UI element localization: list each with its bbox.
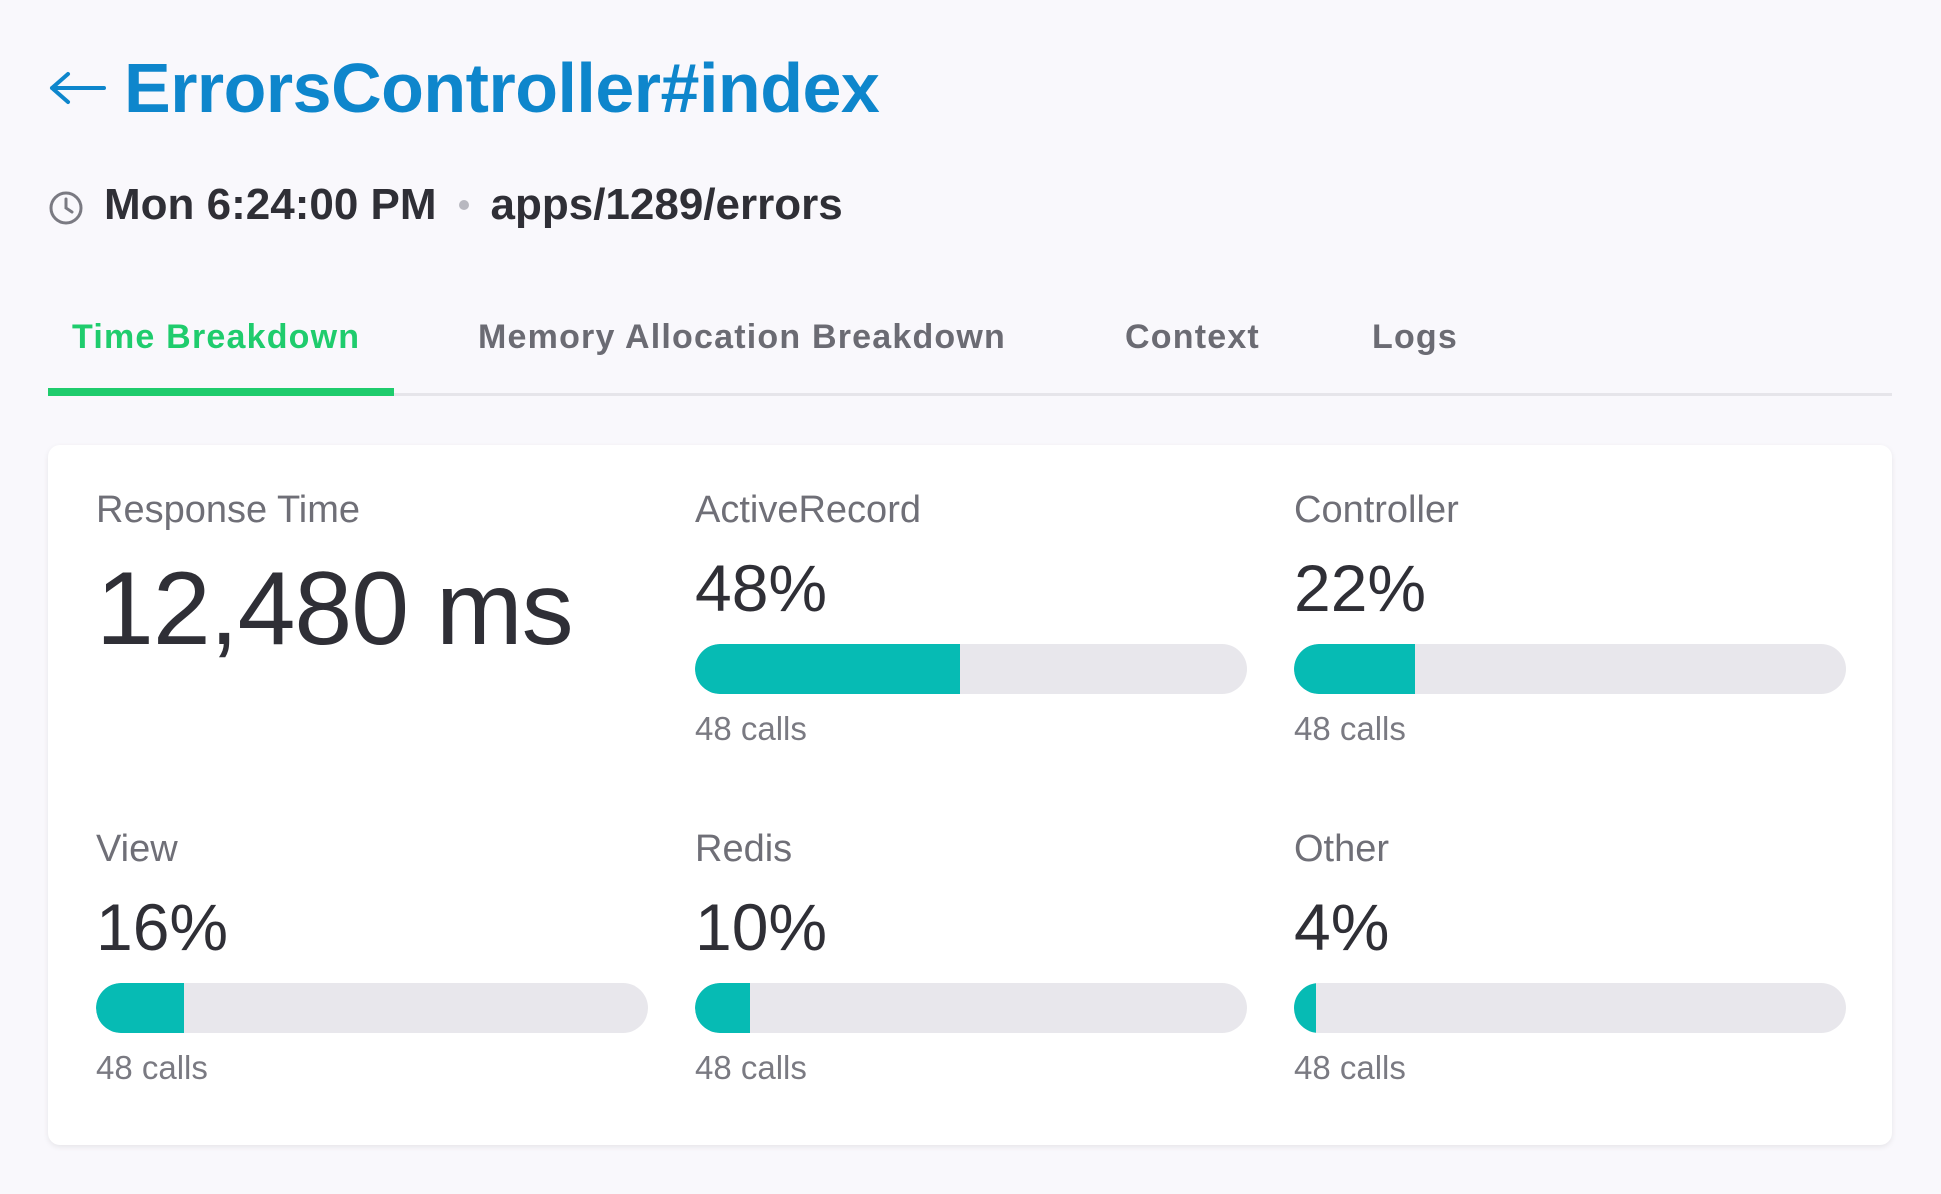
tab-bar: Time Breakdown Memory Allocation Breakdo…: [48, 310, 1892, 396]
metric-label: View: [96, 828, 178, 870]
metric-percent: 22%: [1294, 551, 1427, 625]
tab-logs[interactable]: Logs: [1372, 318, 1459, 356]
tab-context[interactable]: Context: [1125, 318, 1260, 356]
metric-label: ActiveRecord: [695, 489, 921, 531]
metric-calls: 48 calls: [695, 710, 807, 747]
time-breakdown-card: Response Time 12,480 ms ActiveRecord 48%…: [48, 445, 1892, 1145]
request-timestamp: Mon 6:24:00 PM: [104, 180, 437, 229]
tab-time-breakdown[interactable]: Time Breakdown: [72, 318, 361, 356]
metric-view: View 16% 48 calls: [96, 828, 648, 1087]
progress-bar-fill: [1294, 644, 1416, 694]
response-time-metric: Response Time 12,480 ms: [96, 489, 648, 669]
response-time-label: Response Time: [96, 489, 361, 531]
progress-bar: [1294, 644, 1846, 694]
request-path: apps/1289/errors: [490, 180, 843, 229]
tab-memory-allocation-breakdown[interactable]: Memory Allocation Breakdown: [478, 318, 1007, 356]
progress-bar: [695, 983, 1247, 1033]
clock-icon: [48, 187, 84, 225]
metric-label: Other: [1294, 828, 1390, 870]
metric-controller: Controller 22% 48 calls: [1294, 489, 1846, 748]
metric-label: Controller: [1294, 489, 1459, 531]
metric-other: Other 4% 48 calls: [1294, 828, 1846, 1087]
progress-bar-fill: [695, 644, 960, 694]
page-header: ErrorsController#index: [48, 48, 880, 128]
metric-percent: 10%: [695, 890, 828, 964]
metric-activerecord: ActiveRecord 48% 48 calls: [695, 489, 1247, 748]
metric-label: Redis: [695, 828, 793, 870]
metric-calls: 48 calls: [695, 1049, 807, 1086]
page-title: ErrorsController#index: [124, 49, 880, 127]
progress-bar: [1294, 983, 1846, 1033]
separator-dot: [458, 200, 469, 210]
metric-calls: 48 calls: [1294, 710, 1406, 747]
arrow-left-icon[interactable]: [48, 58, 108, 118]
progress-bar-fill: [1294, 983, 1317, 1033]
response-time-value: 12,480 ms: [96, 551, 574, 667]
metric-percent: 4%: [1294, 890, 1390, 964]
request-meta: Mon 6:24:00 PM apps/1289/errors: [48, 180, 843, 230]
metric-redis: Redis 10% 48 calls: [695, 828, 1247, 1087]
active-tab-indicator: [48, 388, 394, 396]
metric-percent: 48%: [695, 551, 828, 625]
progress-bar-fill: [695, 983, 751, 1033]
progress-bar: [695, 644, 1247, 694]
progress-bar-fill: [96, 983, 185, 1033]
progress-bar: [96, 983, 648, 1033]
metric-calls: 48 calls: [1294, 1049, 1406, 1086]
metric-percent: 16%: [96, 890, 229, 964]
metric-calls: 48 calls: [96, 1049, 208, 1086]
